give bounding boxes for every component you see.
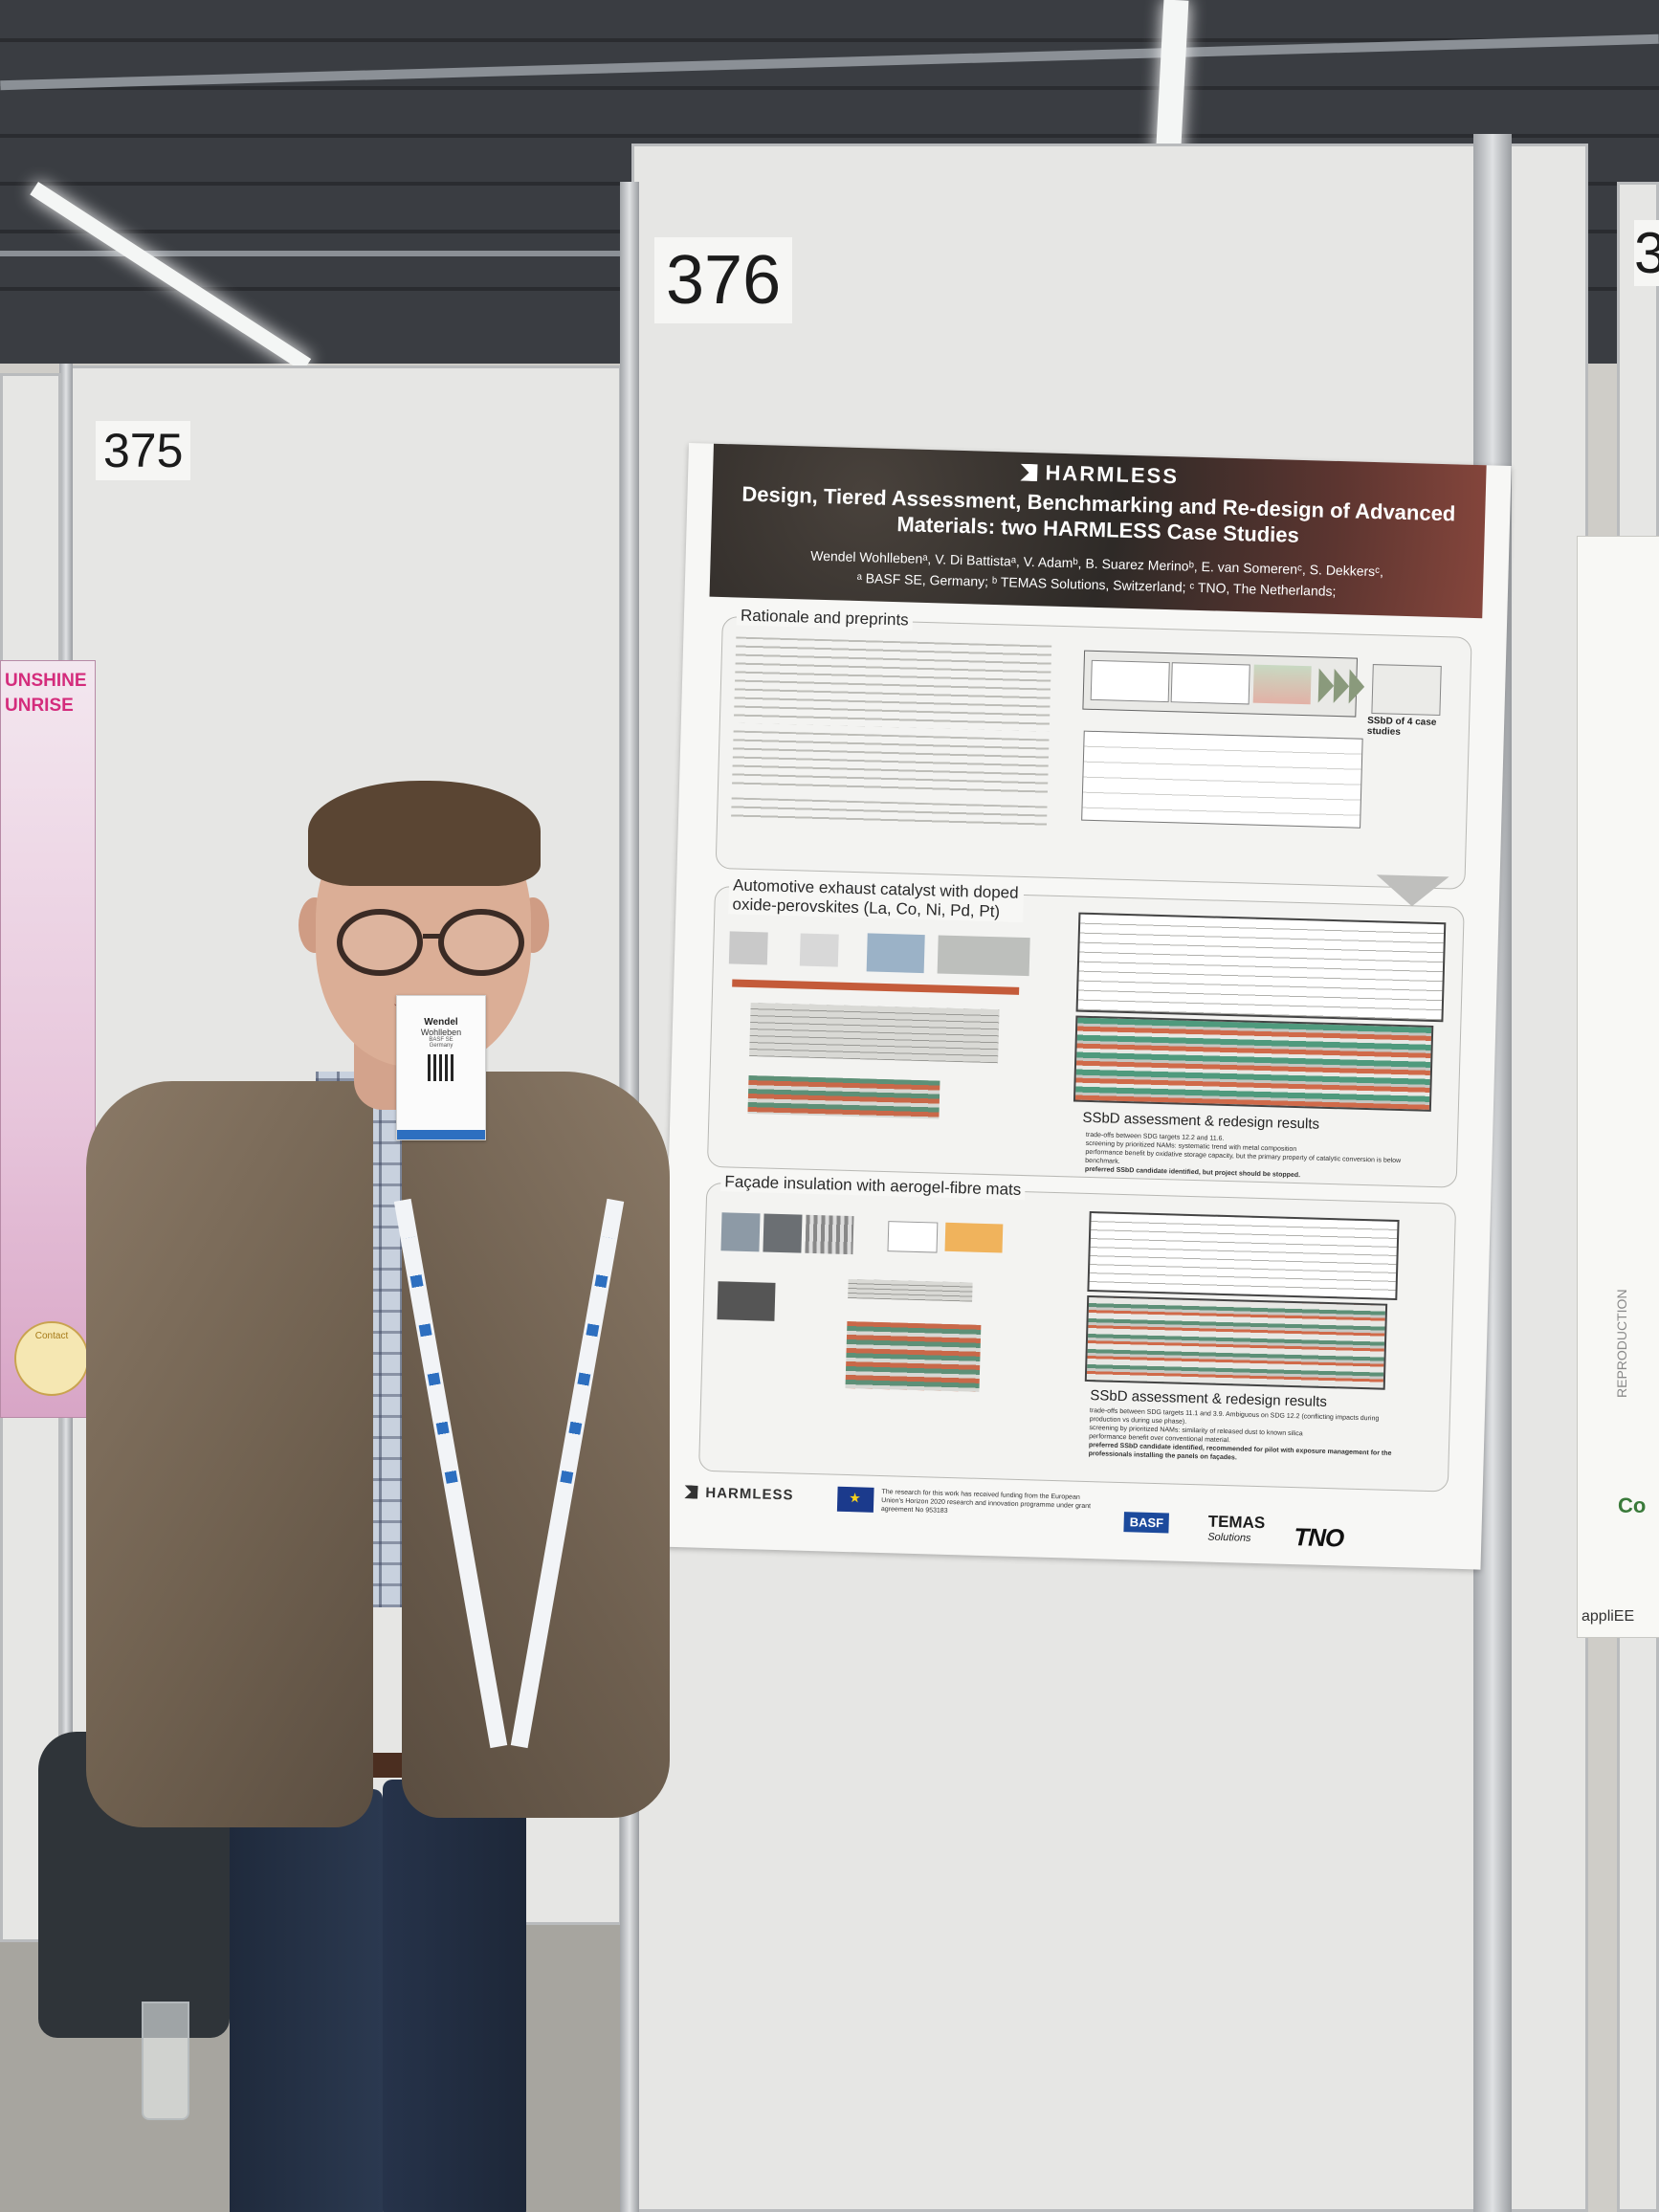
poster-header: HARMLESS Design, Tiered Assessment, Benc… — [709, 443, 1487, 619]
contact-label: Contact — [34, 1331, 69, 1341]
name-badge: Wendel Wohlleben BASF SE Germany — [396, 995, 486, 1140]
poster-brand-text: HARMLESS — [1045, 460, 1180, 489]
section-automotive: Automotive exhaust catalyst with doped o… — [706, 875, 1465, 1188]
presenter — [86, 781, 698, 2212]
ceiling-light — [1155, 0, 1189, 164]
jeans — [383, 1780, 526, 2212]
footer-brand: HARMLESS — [684, 1484, 794, 1503]
result-points: trade-offs between SDG targets 12.2 and … — [1085, 1131, 1430, 1183]
ssbd-caption: SSbD of 4 case studies — [1366, 715, 1437, 738]
neighbor-title-1: UNSHINE — [5, 671, 87, 691]
footer-brand-text: HARMLESS — [705, 1484, 794, 1504]
drinking-glass — [142, 2002, 189, 2120]
temas-logo: TEMAS Solutions — [1207, 1512, 1266, 1544]
hair — [308, 781, 541, 886]
result-points: trade-offs between SDG targets 11.1 and … — [1089, 1406, 1405, 1467]
neighbor-poster-left: UNSHINE UNRISE Contact — [0, 660, 96, 1418]
eu-flag-icon — [836, 1486, 874, 1513]
tno-logo: TNO — [1293, 1522, 1344, 1553]
result-title: SSbD assessment & redesign results — [1082, 1109, 1320, 1133]
booth-number-376: 376 — [654, 237, 793, 323]
badge-country: Germany — [429, 1043, 453, 1049]
section-title: Automotive exhaust catalyst with doped o… — [728, 875, 1025, 922]
right-poster-side-text: REPRODUCTION — [1614, 1289, 1629, 1398]
glasses-icon — [337, 909, 423, 976]
jacket-left — [86, 1081, 373, 1827]
booth-number-right: 3 — [1634, 220, 1659, 286]
glasses-icon — [438, 909, 524, 976]
section-title: Façade insulation with aerogel-fibre mat… — [720, 1172, 1026, 1201]
jeans — [230, 1789, 383, 2212]
ceiling-light — [30, 182, 312, 372]
badge-first-name: Wendel — [424, 1017, 458, 1028]
section-facade: Façade insulation with aerogel-fibre mat… — [697, 1172, 1457, 1493]
harmless-logo-icon — [1020, 464, 1037, 481]
badge-org: BASF SE — [429, 1037, 453, 1043]
right-poster-co: Co — [1618, 1493, 1647, 1517]
section-title: Rationale and preprints — [736, 606, 913, 630]
section-rationale: Rationale and preprints SSbD of 4 case s… — [715, 606, 1472, 908]
badge-last-name: Wohlleben — [420, 1028, 462, 1037]
funding-text: The research for this work has received … — [880, 1489, 1092, 1515]
qr-code-icon — [428, 1054, 454, 1081]
neighbor-poster-right: REPRODUCTION Co appliEE — [1577, 536, 1659, 1638]
booth-number-375: 375 — [96, 421, 191, 480]
contact-bubble: Contact — [14, 1321, 89, 1396]
right-poster-logo: appliEE — [1582, 1608, 1635, 1625]
basf-logo: BASF — [1123, 1512, 1170, 1534]
neighbor-title-2: UNRISE — [5, 696, 74, 716]
harmless-poster: HARMLESS Design, Tiered Assessment, Benc… — [657, 443, 1512, 1570]
